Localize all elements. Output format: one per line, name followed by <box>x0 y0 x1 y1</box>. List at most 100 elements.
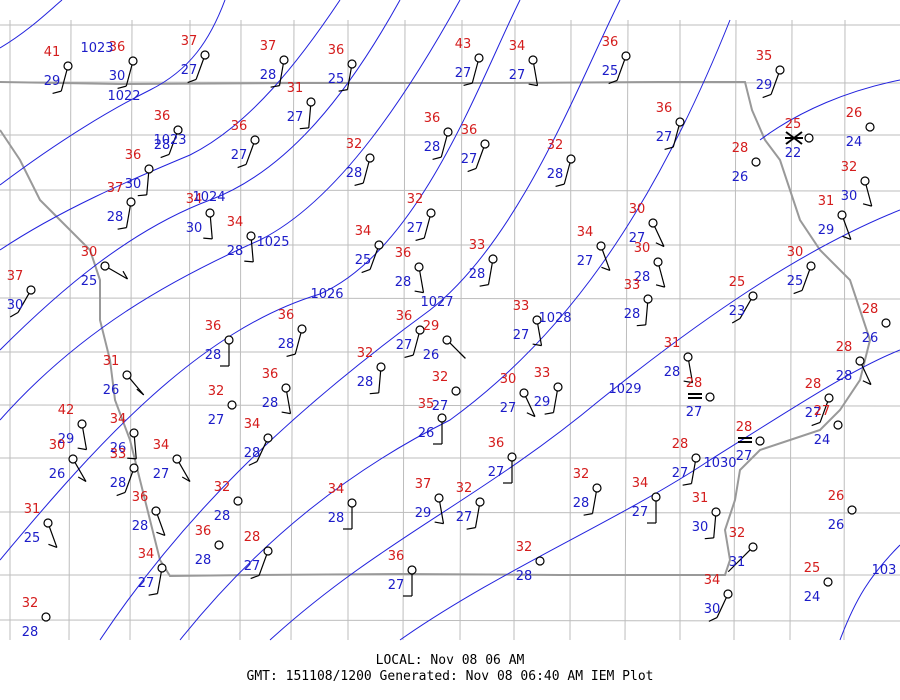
isobar-label: 1022 <box>107 89 140 104</box>
station-circle <box>488 254 498 264</box>
dewpoint: 27 <box>500 401 517 416</box>
dewpoint: 26 <box>110 441 127 456</box>
station-circle <box>263 546 273 556</box>
station-circle <box>26 285 36 295</box>
dewpoint: 27 <box>231 148 248 163</box>
temperature: 34 <box>632 476 649 491</box>
temperature: 43 <box>455 37 472 52</box>
wind-barb <box>664 146 674 151</box>
temperature: 31 <box>103 354 120 369</box>
station: 25 23 <box>729 275 758 324</box>
wind-barb <box>137 194 147 197</box>
wind-barb <box>466 527 476 530</box>
temperature: 25 <box>785 117 802 132</box>
station: 36 28 <box>195 524 224 568</box>
wind-staff <box>278 63 284 86</box>
dewpoint: 25 <box>328 72 345 87</box>
station-circle <box>77 419 87 429</box>
temperature: 30 <box>629 202 646 217</box>
dewpoint: 28 <box>357 375 374 390</box>
wind-barb <box>708 617 718 622</box>
station-circle <box>173 125 183 135</box>
dewpoint: 27 <box>388 578 405 593</box>
dewpoint: 25 <box>24 531 41 546</box>
wind-staff <box>616 59 626 81</box>
station: 37 30 <box>7 269 36 318</box>
station-circle <box>643 294 653 304</box>
station-circle <box>806 261 816 271</box>
dewpoint: 28 <box>346 166 363 181</box>
stations: 4129363037273728362543273427362535293127… <box>7 34 891 640</box>
wind-staff <box>195 58 205 80</box>
wind-barb <box>463 82 473 87</box>
temperature: 27 <box>814 404 831 419</box>
wind-barb <box>479 284 489 287</box>
station-circle <box>100 261 110 271</box>
wind-staff <box>474 505 480 528</box>
temperature: 36 <box>125 148 142 163</box>
dewpoint: 28 <box>395 275 412 290</box>
temperature: 26 <box>828 489 845 504</box>
dewpoint: 28 <box>634 270 651 285</box>
wind-staff <box>537 323 543 346</box>
station-circle <box>144 164 154 174</box>
station: 36 25 <box>328 43 357 92</box>
isobar <box>399 349 900 641</box>
temperature: 26 <box>846 106 863 121</box>
temperature: 30 <box>787 245 804 260</box>
temperature: 36 <box>154 109 171 124</box>
wind-staff <box>146 172 150 195</box>
dewpoint: 28 <box>205 348 222 363</box>
wind-barb <box>369 392 379 395</box>
station: 35 29 <box>756 49 785 99</box>
wind-barb <box>731 317 741 324</box>
station: 36 28 <box>262 367 292 415</box>
county-line <box>624 19 629 641</box>
station-circle <box>519 388 529 398</box>
station-circle <box>553 382 563 392</box>
temperature: 34 <box>328 482 345 497</box>
wind-barb <box>636 324 646 327</box>
wind-staff <box>156 571 162 594</box>
station-circle <box>748 291 758 301</box>
wind-staff <box>258 554 268 576</box>
station: 36 27 <box>388 549 417 597</box>
dewpoint: 28 <box>22 625 39 640</box>
dewpoint: 28 <box>328 511 345 526</box>
wind-barb <box>704 537 714 540</box>
station: 34 30 <box>186 192 215 240</box>
wind-barb <box>9 311 19 318</box>
station: 34 27 <box>138 547 167 596</box>
station: 30 28 <box>634 241 666 288</box>
station-circle <box>376 362 386 372</box>
wind-staff <box>819 401 829 423</box>
temperature: 37 <box>260 39 277 54</box>
isobar <box>179 19 731 641</box>
station-circle <box>442 335 452 345</box>
dewpoint: 29 <box>534 395 551 410</box>
isobar-label: 1025 <box>256 235 289 250</box>
isobar <box>0 0 521 561</box>
wind-barb <box>286 353 296 358</box>
dewpoint: 28 <box>260 68 277 83</box>
wind-barb <box>432 156 442 161</box>
station: 32 28 <box>22 596 51 640</box>
dewpoint: 26 <box>732 170 749 185</box>
dewpoint: 24 <box>846 135 863 150</box>
station: 36 28 <box>395 246 425 294</box>
wind-barb <box>793 289 803 295</box>
wind-barb <box>52 90 62 95</box>
dewpoint: 28 <box>107 210 124 225</box>
temperature: 32 <box>841 160 858 175</box>
wind-barb <box>555 183 565 188</box>
wind-staff <box>419 270 425 293</box>
station-circle <box>43 518 53 528</box>
temperature: 34 <box>227 215 244 230</box>
wind-staff <box>690 461 696 484</box>
dewpoint: 27 <box>632 505 649 520</box>
station: 32 27 <box>432 370 461 414</box>
station-circle <box>306 97 316 107</box>
dewpoint: 22 <box>785 146 802 161</box>
wind-staff <box>688 360 694 383</box>
wind-barb <box>117 85 127 90</box>
